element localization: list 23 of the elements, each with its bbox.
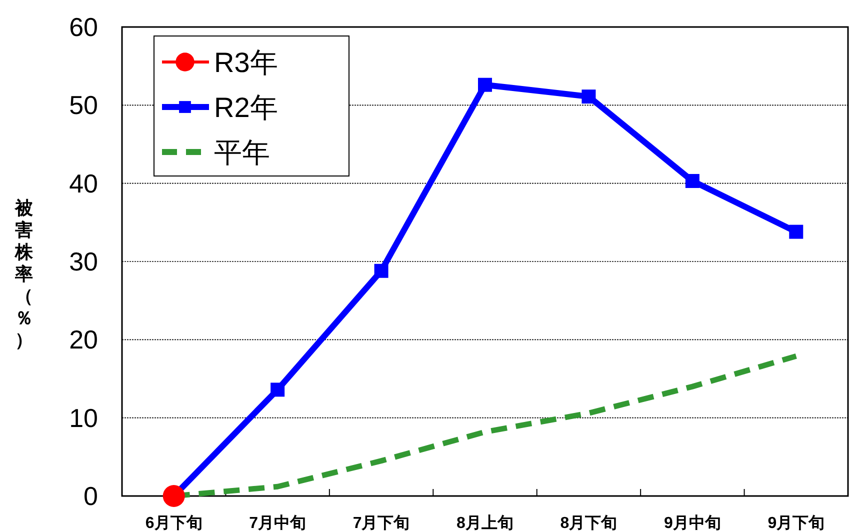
point — [374, 264, 388, 278]
legend-label: R3年 — [214, 47, 278, 78]
point — [478, 78, 492, 92]
x-tick-label: 7月下旬 — [352, 514, 410, 532]
legend-label: R2年 — [214, 92, 278, 123]
x-tick-label: 9月下旬 — [768, 514, 825, 532]
y-tick-label: 50 — [69, 90, 98, 120]
x-tick-label: 8月下旬 — [560, 514, 618, 532]
y-tick-label: 10 — [69, 402, 98, 433]
x-tick-label: 8月上旬 — [456, 514, 514, 532]
y-tick-label: 20 — [69, 324, 98, 355]
point — [582, 90, 596, 104]
y-tick-label: 0 — [84, 481, 98, 511]
x-tick-label: 9月中旬 — [664, 514, 721, 532]
y-axis-title: 被害株率（％） — [14, 198, 34, 350]
legend-label: 平年 — [214, 137, 270, 168]
y-tick-label: 60 — [69, 12, 98, 42]
x-tick-label: 7月中旬 — [249, 514, 306, 532]
y-tick-label: 30 — [69, 246, 98, 276]
point — [685, 174, 700, 188]
point — [789, 224, 804, 239]
y-tick-label: 40 — [69, 168, 98, 198]
x-tick-label: 6月下旬 — [145, 514, 202, 532]
